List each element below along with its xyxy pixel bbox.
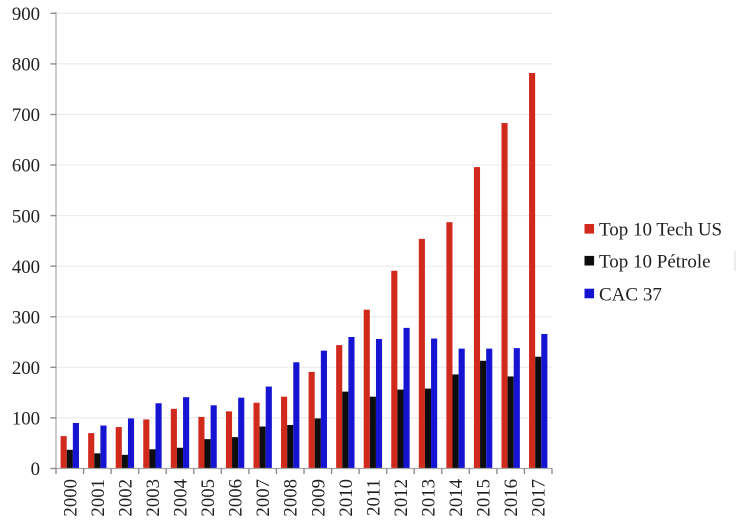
svg-text:2015: 2015 [474, 479, 495, 517]
svg-text:2011: 2011 [363, 479, 384, 516]
svg-text:2001: 2001 [88, 479, 109, 517]
svg-text:2009: 2009 [308, 479, 329, 517]
svg-text:2017: 2017 [529, 479, 550, 517]
svg-text:900: 900 [12, 4, 40, 25]
svg-text:2004: 2004 [170, 478, 191, 516]
svg-text:800: 800 [12, 55, 40, 76]
svg-text:0: 0 [31, 459, 40, 480]
svg-text:200: 200 [12, 358, 40, 379]
svg-text:Top 10 Tech US: Top 10 Tech US [599, 220, 722, 241]
svg-text:2010: 2010 [336, 479, 357, 517]
svg-text:100: 100 [12, 409, 40, 430]
svg-text:300: 300 [12, 308, 40, 329]
svg-text:2003: 2003 [143, 479, 164, 517]
svg-text:2014: 2014 [446, 478, 467, 516]
svg-text:2006: 2006 [226, 479, 247, 517]
svg-text:2012: 2012 [391, 479, 412, 517]
svg-text:2008: 2008 [281, 479, 302, 517]
svg-text:CAC 37: CAC 37 [599, 284, 662, 305]
svg-text:400: 400 [12, 257, 40, 278]
svg-text:2000: 2000 [60, 479, 81, 517]
svg-text:500: 500 [12, 206, 40, 227]
svg-text:2013: 2013 [418, 479, 439, 517]
svg-text:2016: 2016 [501, 479, 522, 517]
svg-text:2002: 2002 [115, 479, 136, 517]
svg-text:2005: 2005 [198, 479, 219, 517]
svg-text:2007: 2007 [253, 479, 274, 517]
svg-text:700: 700 [12, 105, 40, 126]
svg-text:Top 10 Pétrole: Top 10 Pétrole [599, 252, 711, 273]
svg-text:600: 600 [12, 156, 40, 177]
